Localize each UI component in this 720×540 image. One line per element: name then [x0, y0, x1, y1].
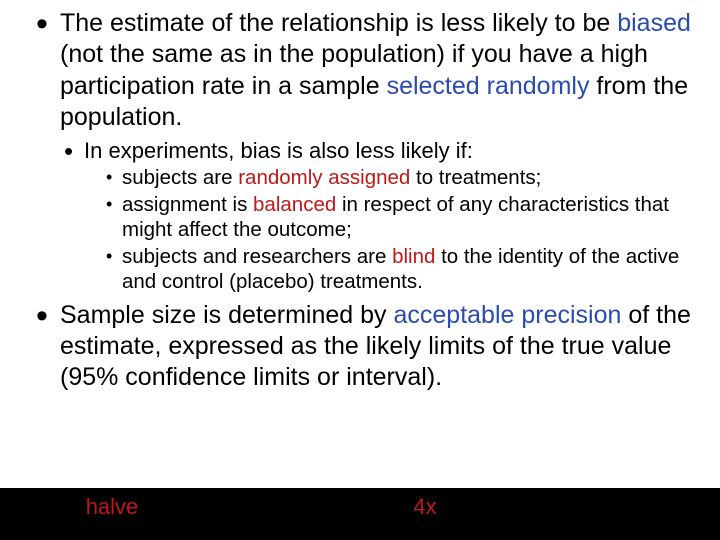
text-ra-randomly-assigned: randomly assigned — [238, 166, 410, 189]
bullet-list-level-2: In experiments, bias is also less likely… — [60, 137, 696, 294]
text-ss-acceptable-precision: acceptable precision — [393, 301, 621, 329]
bullet-list-level-1: The estimate of the relationship is less… — [24, 8, 696, 393]
bullet-balanced: assignment is balanced in respect of any… — [84, 192, 696, 242]
text-bias-1: The estimate of the relationship is less… — [60, 9, 617, 37]
slide: The estimate of the relationship is less… — [0, 0, 720, 540]
text-blind-blind: blind — [392, 245, 435, 268]
bullet-bias: The estimate of the relationship is less… — [24, 8, 696, 294]
text-bal-balanced: balanced — [253, 193, 336, 216]
bullet-sample-size: Sample size is determined by acceptable … — [24, 300, 696, 394]
bullet-randomly-assigned: subjects are randomly assigned to treatm… — [84, 165, 696, 190]
masked-t: T — [60, 494, 73, 519]
masked-4x: 4x — [413, 494, 436, 519]
text-bias-selected-randomly: selected randomly — [387, 72, 590, 100]
text-blind-1: subjects and researchers are — [122, 245, 392, 268]
text-ra-3: to treatments; — [410, 166, 541, 189]
text-bal-1: assignment is — [122, 193, 253, 216]
bullet-list-level-3: subjects are randomly assigned to treatm… — [84, 165, 696, 294]
text-ra-1: subjects are — [122, 166, 238, 189]
text-experiments: In experiments, bias is also less likely… — [84, 138, 473, 163]
text-ss-1: Sample size is determined by — [60, 301, 393, 329]
text-bias-biased: biased — [617, 9, 691, 37]
masked-halve: halve — [86, 494, 139, 519]
masked-partial-line: T halve 4x — [60, 494, 437, 520]
bullet-experiments: In experiments, bias is also less likely… — [60, 137, 696, 294]
bullet-blind: subjects and researchers are blind to th… — [84, 244, 696, 294]
